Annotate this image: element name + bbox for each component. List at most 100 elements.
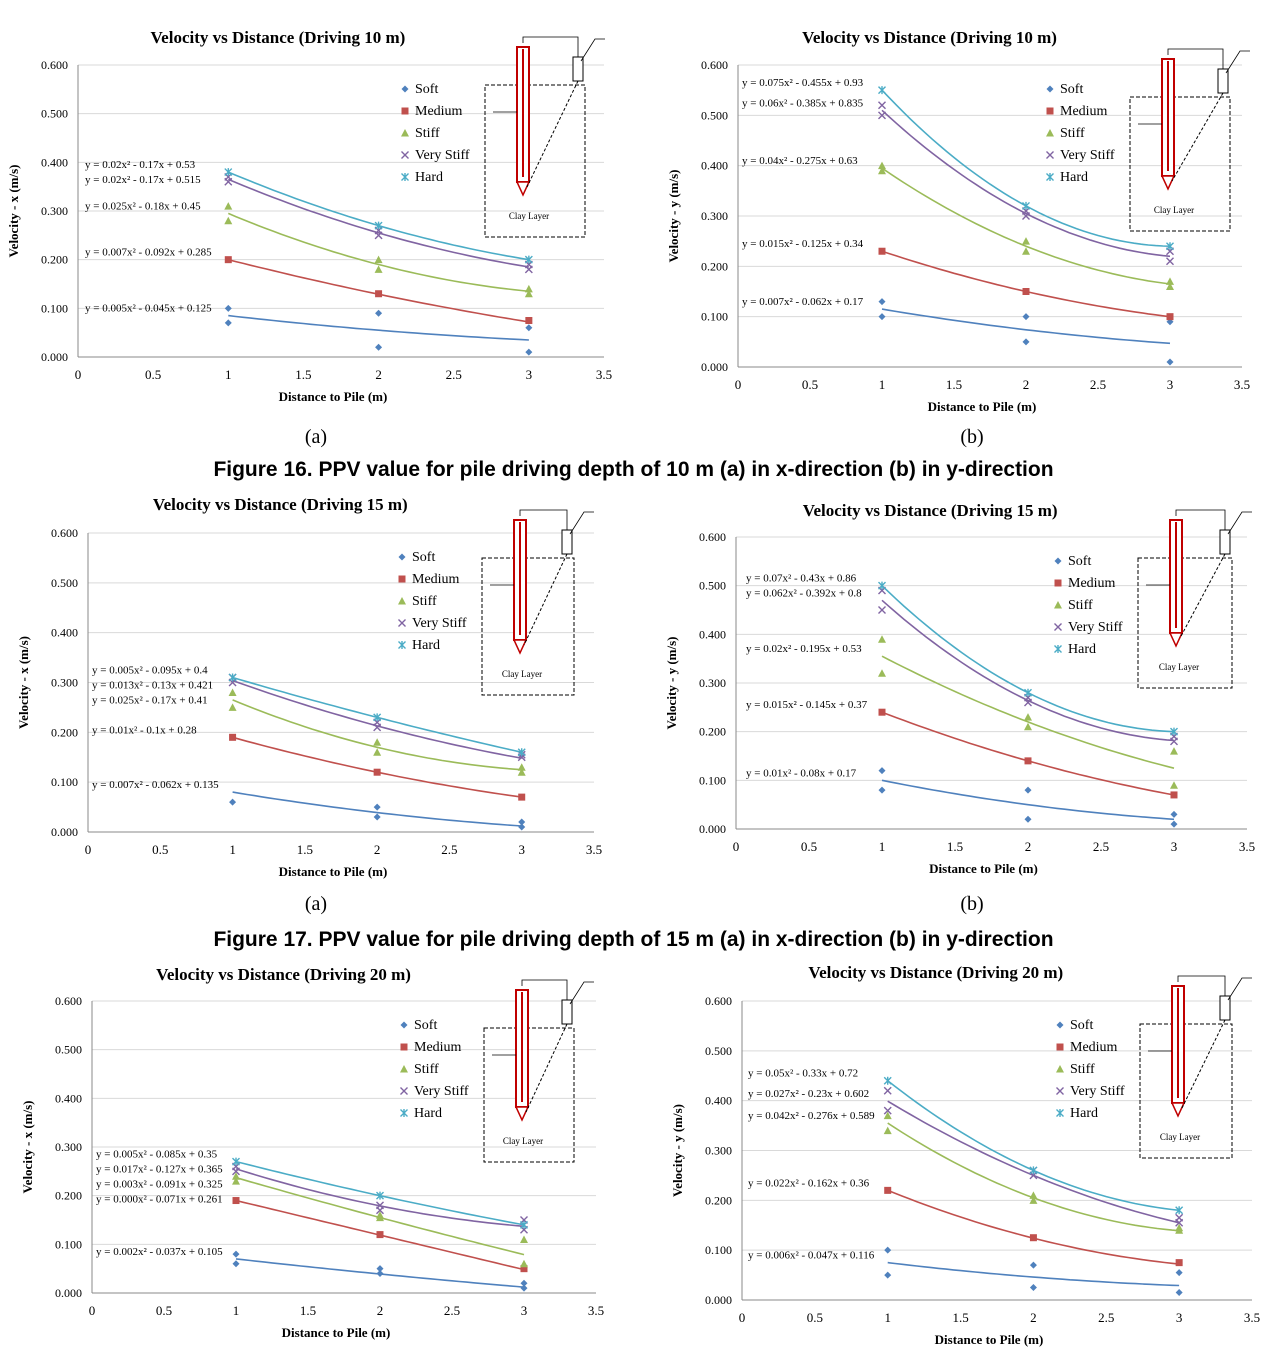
data-point	[376, 1191, 384, 1200]
data-point	[520, 1284, 528, 1292]
x-tick-label: 1	[233, 1303, 240, 1318]
data-point	[1170, 727, 1178, 736]
data-point	[1056, 1065, 1064, 1073]
legend-label: Hard	[1060, 170, 1088, 185]
series-points	[224, 256, 533, 324]
data-point	[374, 265, 383, 273]
y-tick-label: 0.100	[51, 775, 78, 789]
legend-label: Soft	[1070, 1018, 1093, 1033]
data-point	[1046, 129, 1054, 137]
y-tick-label: 0.200	[701, 259, 728, 273]
data-point	[520, 1279, 528, 1287]
y-tick-label: 0.600	[55, 994, 82, 1008]
data-point	[232, 1260, 240, 1268]
series-points	[878, 298, 1174, 366]
subfigure-label: (b)	[960, 893, 984, 915]
x-tick-label: 2.5	[1090, 377, 1106, 392]
data-point	[1166, 242, 1174, 251]
data-point	[1175, 1289, 1183, 1297]
pile-inset-diagram: Clay Layer	[1129, 48, 1250, 232]
pile-tip	[512, 639, 528, 655]
chart-title: Velocity vs Distance (Driving 20 m)	[156, 965, 411, 984]
y-tick-label: 0.100	[41, 301, 68, 315]
legend-label: Soft	[415, 82, 438, 97]
data-point	[1056, 1109, 1064, 1117]
y-axis-label: Velocity - y (m/s)	[666, 169, 681, 262]
data-point	[224, 216, 233, 225]
x-tick-label: 2	[374, 842, 381, 857]
data-point	[1175, 1206, 1184, 1215]
data-point	[883, 1126, 892, 1135]
y-tick-label: 0.400	[705, 1094, 732, 1108]
data-point	[1175, 1259, 1183, 1267]
series-points	[878, 708, 1178, 799]
x-tick-label: 2	[1023, 377, 1030, 392]
data-point	[524, 289, 533, 298]
data-point	[517, 763, 526, 771]
legend-label: Very Stiff	[414, 1084, 469, 1099]
data-point	[398, 553, 406, 561]
y-tick-label: 0.300	[55, 1140, 82, 1154]
trend-equation: y = 0.007x² - 0.062x + 0.17	[742, 296, 864, 308]
legend-label: Medium	[412, 572, 460, 587]
trendline	[227, 212, 529, 293]
data-point	[1166, 313, 1174, 321]
chart-panel: 0.000 0.100 0.200 0.300 0.400 0.500 0.600 0 0.5 1…	[6, 28, 612, 404]
trendline	[227, 171, 530, 261]
data-point	[376, 1231, 384, 1239]
legend-label: Medium	[1060, 104, 1108, 119]
chart-title: Velocity vs Distance (Driving 15 m)	[153, 495, 408, 514]
data-point	[878, 161, 886, 170]
sensor-leader	[569, 511, 594, 535]
data-point	[1166, 277, 1174, 285]
series-points	[883, 1111, 1184, 1234]
trendline	[232, 699, 522, 771]
data-point	[224, 256, 232, 264]
data-point	[374, 255, 383, 264]
legend-label: Stiff	[1070, 1062, 1095, 1077]
trend-equation: y = 0.07x² - 0.43x + 0.86	[746, 573, 857, 585]
data-point	[232, 1250, 240, 1258]
inset-border	[1137, 557, 1233, 689]
x-tick-label: 2.5	[1098, 1310, 1114, 1325]
x-tick-label: 3.5	[1239, 839, 1255, 854]
series-points	[232, 1172, 528, 1268]
y-tick-label: 0.400	[51, 626, 78, 640]
x-tick-label: 1	[884, 1310, 891, 1325]
series-points	[878, 635, 1178, 789]
series-points	[232, 1197, 528, 1273]
trendline	[881, 167, 1171, 285]
pile-inset-diagram: Clay Layer	[484, 36, 605, 238]
y-tick-label: 0.600	[705, 994, 732, 1008]
trend-equation: y = 0.005x² - 0.085x + 0.35	[96, 1149, 218, 1161]
inset-label: Clay Layer	[509, 211, 549, 221]
trend-equation: y = 0.013x² - 0.13x + 0.421	[92, 680, 213, 692]
data-point	[1170, 820, 1178, 828]
y-tick-label: 0.600	[699, 530, 726, 544]
legend-label: Hard	[415, 170, 443, 185]
data-point	[1029, 1234, 1037, 1242]
sensor-leader	[1227, 977, 1252, 1001]
chart-panel: 0.000 0.100 0.200 0.300 0.400 0.500 0.600 0 0.5 1…	[16, 495, 602, 879]
data-point	[1024, 815, 1032, 823]
data-point	[1166, 282, 1174, 290]
y-tick-label: 0.500	[55, 1043, 82, 1057]
legend-label: Soft	[412, 550, 435, 565]
data-point	[1166, 358, 1174, 366]
y-tick-label: 0.000	[51, 825, 78, 839]
data-point	[1022, 237, 1030, 245]
data-point	[878, 669, 886, 677]
data-point	[525, 348, 533, 356]
data-point	[375, 290, 383, 298]
data-point	[376, 1265, 384, 1273]
y-tick-label: 0.400	[41, 155, 68, 169]
data-point	[1054, 645, 1062, 653]
data-point	[1029, 1261, 1037, 1269]
data-point	[373, 813, 381, 821]
chart-title: Velocity vs Distance (Driving 10 m)	[150, 28, 405, 47]
trend-equation: y = 0.062x² - 0.392x + 0.8	[746, 588, 862, 600]
trend-equation: y = 0.05x² - 0.33x + 0.72	[748, 1068, 858, 1080]
data-point	[520, 1265, 528, 1273]
data-point	[878, 166, 886, 175]
series-points	[878, 581, 1178, 736]
